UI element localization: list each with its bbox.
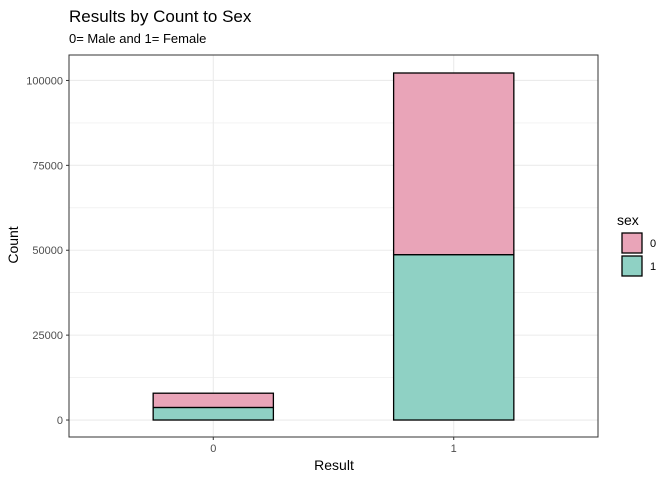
- y-tick-label: 50000: [32, 245, 63, 257]
- bar-result-1-sex-0: [392, 72, 515, 256]
- legend-items: 01: [621, 232, 656, 277]
- legend-title: sex: [617, 212, 639, 228]
- bar-result-0-sex-1: [152, 406, 275, 421]
- legend: sex 01: [617, 212, 656, 277]
- x-tick-label: 0: [210, 443, 216, 455]
- bars-layer: [152, 72, 515, 421]
- x-tick-label: 1: [451, 443, 457, 455]
- chart-subtitle: 0= Male and 1= Female: [69, 31, 206, 46]
- grid-lines: [69, 55, 598, 437]
- legend-swatch-1: [621, 255, 643, 277]
- y-axis-ticks: 0 25000 50000 75000 100000: [26, 75, 69, 427]
- legend-label-1: 1: [650, 261, 656, 273]
- panel-border: [68, 54, 599, 438]
- legend-label-0: 0: [650, 238, 656, 250]
- bar-result-0-sex-0: [152, 392, 275, 409]
- y-tick-label: 100000: [26, 75, 63, 87]
- legend-swatch-0: [621, 232, 643, 254]
- bar-result-1-sex-1: [392, 254, 515, 421]
- panel-background: [69, 55, 598, 437]
- y-tick-label: 0: [57, 415, 63, 427]
- y-axis-title: Count: [5, 226, 21, 263]
- y-tick-label: 75000: [32, 160, 63, 172]
- chart-title: Results by Count to Sex: [69, 7, 252, 26]
- x-axis-title: Result: [314, 457, 354, 473]
- y-tick-label: 25000: [32, 330, 63, 342]
